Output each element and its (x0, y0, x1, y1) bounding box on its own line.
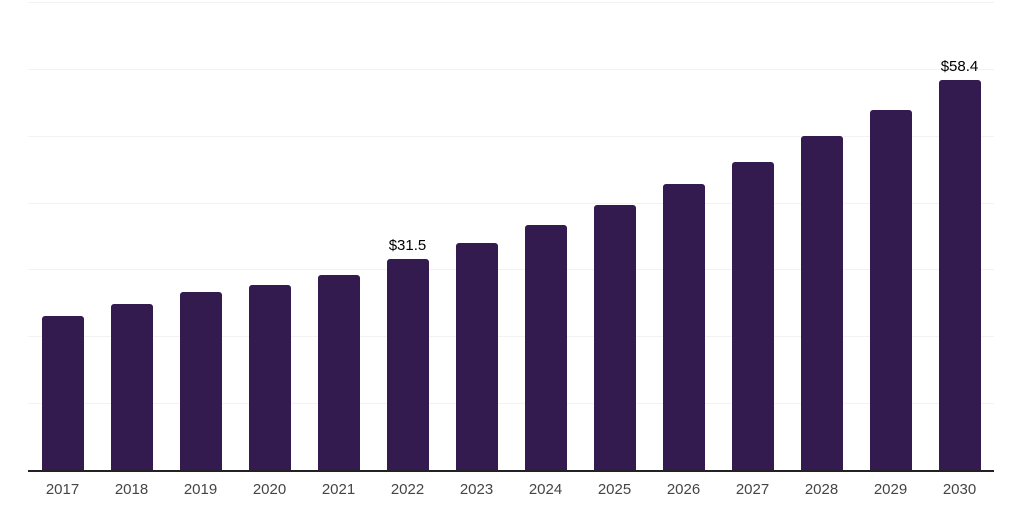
bar-2018 (110, 303, 153, 470)
gridline-60 (28, 68, 994, 70)
bar-2029 (869, 109, 912, 470)
x-tick-label-2022: 2022 (390, 481, 425, 498)
bar-2021 (317, 274, 360, 470)
gridline-10 (28, 403, 994, 405)
gridline-20 (28, 336, 994, 338)
x-tick-label-2027: 2027 (735, 481, 770, 498)
x-tick-label-2028: 2028 (804, 481, 839, 498)
x-tick-label-2023: 2023 (459, 481, 494, 498)
bar-2027 (731, 161, 774, 470)
bar-2030 (938, 79, 981, 470)
x-tick-label-2021: 2021 (321, 481, 356, 498)
x-tick-label-2029: 2029 (873, 481, 908, 498)
bar-2019 (179, 291, 222, 470)
x-axis-tick-labels: 2017 2018 2019 2020 2021 2022 2023 2024 2025 2026… (28, 482, 994, 497)
bar-2020 (248, 285, 291, 470)
x-tick-label-2024: 2024 (528, 481, 563, 498)
bar-value-label-2022: $31.5 (388, 237, 427, 255)
x-tick-label-2025: 2025 (597, 481, 632, 498)
gridline-50 (28, 135, 994, 137)
gridline-30 (28, 269, 994, 271)
bar-2026 (662, 183, 705, 470)
x-tick-label-2026: 2026 (666, 481, 701, 498)
x-tick-label-2018: 2018 (114, 481, 149, 498)
gridline-70 (28, 2, 994, 3)
bar-2025 (593, 205, 636, 470)
bar-2028 (800, 136, 843, 470)
x-tick-label-2030: 2030 (942, 481, 977, 498)
x-tick-label-2017: 2017 (45, 481, 80, 498)
bar-2024 (524, 224, 567, 470)
bar-value-label-2030: $58.4 (940, 57, 979, 75)
gridline-40 (28, 202, 994, 204)
x-tick-label-2019: 2019 (183, 481, 218, 498)
x-tick-label-2020: 2020 (252, 481, 287, 498)
bar-2022 (386, 259, 429, 470)
plot-area: $31.5 $58.4 (28, 2, 994, 472)
bar-2023 (455, 242, 498, 470)
bar-2017 (41, 315, 84, 470)
